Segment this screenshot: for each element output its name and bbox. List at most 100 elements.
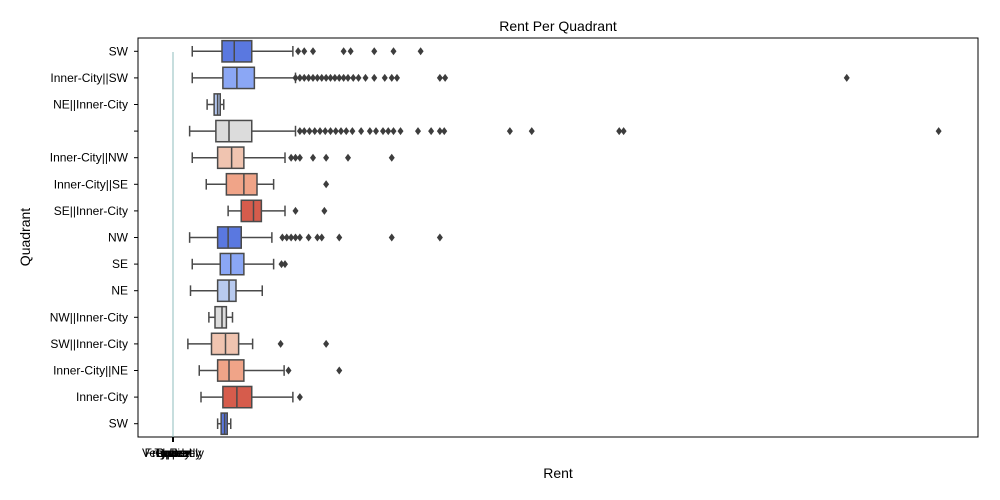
y-tick-label: NE — [111, 284, 128, 298]
flier-point — [441, 127, 448, 136]
flier-point — [358, 127, 365, 136]
flier-point — [292, 233, 299, 242]
flier-point — [843, 73, 850, 82]
box-group — [200, 385, 303, 409]
flier-point — [318, 73, 325, 82]
flier-point — [305, 73, 312, 82]
flier-point — [388, 73, 395, 82]
box-iqr — [222, 66, 256, 90]
flier-point — [436, 233, 443, 242]
y-tick-label: Inner-City — [76, 390, 128, 404]
flier-point — [323, 339, 330, 348]
flier-point — [436, 73, 443, 82]
box-group — [191, 252, 288, 276]
flier-point — [282, 260, 288, 269]
x-tick-label: Typical — [154, 446, 191, 460]
y-tick-label: NW — [108, 231, 129, 245]
flier-point — [278, 260, 285, 269]
box-group — [198, 359, 343, 382]
flier-point — [318, 233, 325, 242]
flier-point — [397, 127, 404, 136]
flier-point — [295, 47, 302, 56]
y-tick-label: SE||Inner-City — [54, 204, 128, 218]
y-tick-label: SW — [109, 44, 129, 58]
flier-point — [340, 73, 347, 82]
x-tick-label: Rarely — [156, 446, 191, 460]
box-layer — [187, 39, 942, 436]
flier-point — [347, 47, 354, 56]
x-tick-label: Lower — [157, 446, 190, 460]
flier-point — [390, 127, 397, 136]
x-tick-label: Outlier — [155, 446, 190, 460]
flier-point — [288, 233, 295, 242]
flier-point — [355, 73, 362, 82]
flier-point — [343, 127, 350, 136]
flier-point — [296, 73, 303, 82]
flier-point — [301, 127, 308, 136]
flier-point — [385, 127, 392, 136]
box-group — [188, 226, 443, 249]
flier-point — [292, 73, 299, 82]
flier-point — [935, 127, 942, 136]
flier-point — [314, 73, 321, 82]
flier-point — [428, 127, 435, 136]
flier-point — [417, 47, 424, 56]
flier-point — [310, 153, 316, 162]
flier-point — [390, 47, 397, 56]
y-axis-ticks: SW Inner-City||SW NE||Inner-City Inner-City… — [50, 44, 138, 431]
flier-point — [285, 366, 292, 375]
plot-area — [137, 37, 979, 438]
box-group — [216, 412, 232, 436]
box-group — [227, 199, 328, 223]
box-group — [191, 66, 850, 90]
flier-point — [311, 127, 318, 136]
flier-point — [340, 47, 347, 56]
y-tick-label: Inner-City||NE — [53, 364, 128, 378]
flier-point — [296, 153, 303, 162]
y-tick-label: SE — [112, 257, 128, 271]
flier-point — [336, 366, 343, 375]
flier-point — [366, 127, 373, 136]
flier-point — [349, 127, 356, 136]
flier-point — [616, 127, 623, 136]
flier-point — [301, 73, 308, 82]
flier-point — [506, 127, 513, 136]
flier-point — [373, 127, 379, 136]
x-tick-label: Frequently — [145, 446, 202, 460]
flier-point — [292, 206, 299, 215]
y-tick-label: SW||Inner-City — [50, 337, 128, 351]
flier-point — [306, 127, 313, 136]
flier-point — [394, 73, 400, 82]
flier-point — [310, 47, 316, 56]
flier-point — [381, 73, 388, 82]
flier-point — [345, 153, 351, 162]
box-iqr — [216, 359, 245, 382]
box-iqr — [221, 39, 253, 63]
x-axis-title: Rent — [543, 465, 573, 481]
flier-point — [296, 127, 303, 136]
flier-point — [336, 73, 343, 82]
flier-point — [331, 73, 338, 82]
box-group — [189, 279, 263, 303]
flier-point — [327, 73, 334, 82]
flier-point — [345, 73, 351, 82]
box-iqr — [225, 172, 258, 196]
flier-point — [362, 73, 369, 82]
box-group — [187, 332, 330, 356]
chart-title: Rent Per Quadrant — [499, 18, 617, 34]
y-tick-label: NW||Inner-City — [50, 310, 128, 324]
flier-point — [415, 127, 421, 136]
flier-point — [292, 153, 299, 162]
flier-point — [323, 180, 330, 189]
y-tick-label: Inner-City||SE — [54, 177, 128, 191]
flier-point — [288, 153, 295, 162]
box-group — [205, 172, 330, 196]
box-iqr — [219, 252, 245, 276]
box-group — [206, 93, 225, 116]
flier-point — [322, 127, 329, 136]
box-group — [208, 305, 234, 329]
flier-point — [388, 153, 395, 162]
flier-point — [528, 127, 535, 136]
flier-point — [301, 47, 308, 56]
